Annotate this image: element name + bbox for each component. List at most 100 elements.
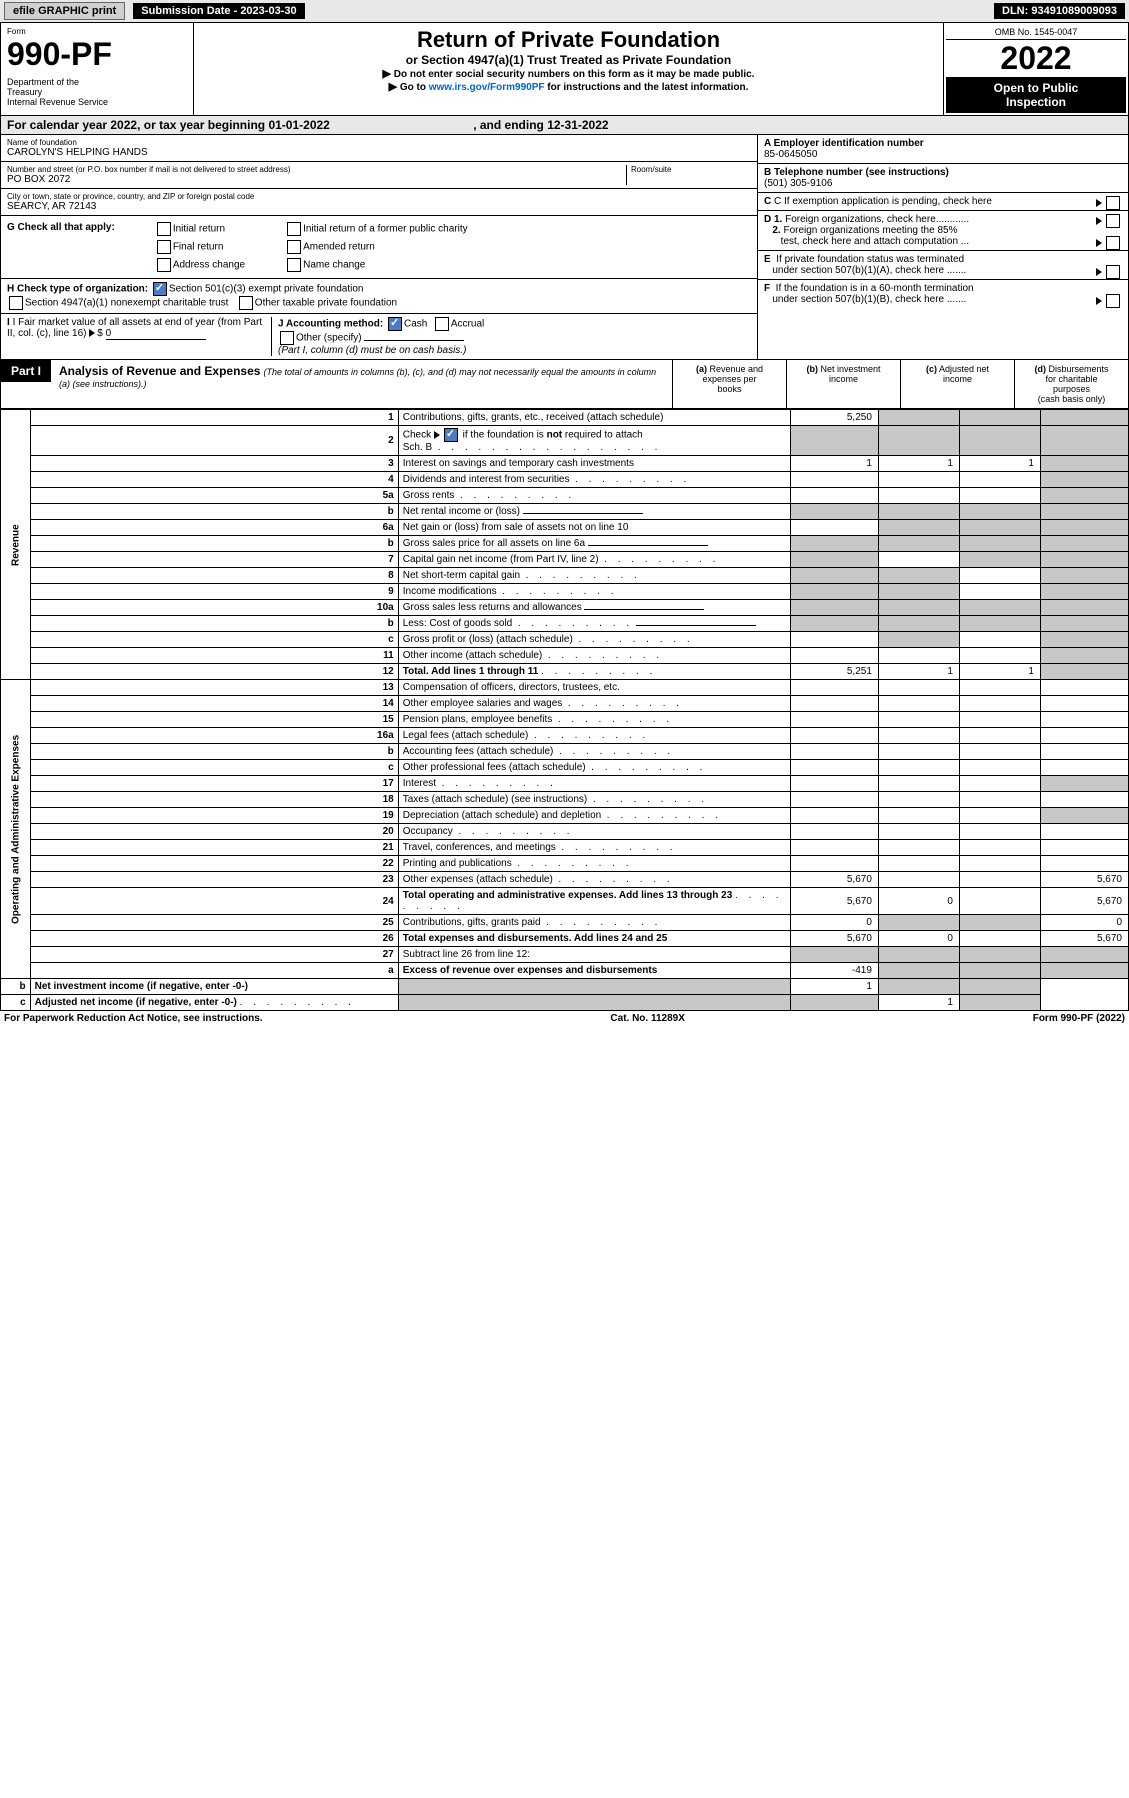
ein-label: A Employer identification number [764, 138, 924, 149]
line-number: 10a [30, 600, 398, 616]
checkbox-f[interactable] [1106, 294, 1120, 308]
line-desc: Income modifications . . . . . . . . . [398, 584, 790, 600]
amount-cell [959, 760, 1040, 776]
line-desc: Interest . . . . . . . . . [398, 776, 790, 792]
amount-cell [878, 696, 959, 712]
amount-cell [790, 600, 878, 616]
amount-cell [1040, 584, 1128, 600]
amount-cell: 1 [959, 456, 1040, 472]
table-row: 4Dividends and interest from securities … [1, 472, 1129, 488]
amount-cell [878, 616, 959, 632]
submission-date: Submission Date - 2023-03-30 [133, 3, 304, 19]
amount-cell [959, 410, 1040, 426]
amount-cell [878, 410, 959, 426]
amount-cell [959, 931, 1040, 947]
table-row: bLess: Cost of goods sold . . . . . . . … [1, 616, 1129, 632]
amount-cell [959, 792, 1040, 808]
amount-cell [790, 552, 878, 568]
checkbox-sch-b[interactable] [444, 428, 458, 442]
part1-tag: Part I [1, 360, 51, 382]
checkbox-accrual[interactable] [435, 317, 449, 331]
amount-cell: 1 [878, 995, 959, 1011]
amount-cell [878, 947, 959, 963]
checkbox-501c3[interactable] [153, 282, 167, 296]
address: PO BOX 2072 [7, 174, 626, 185]
amount-cell [959, 872, 1040, 888]
amount-cell [878, 728, 959, 744]
line-number: 19 [30, 808, 398, 824]
table-row: 24Total operating and administrative exp… [1, 888, 1129, 915]
checkbox-other-taxable[interactable] [239, 296, 253, 310]
line-number: b [30, 536, 398, 552]
checkbox-4947[interactable] [9, 296, 23, 310]
checkbox-other-method[interactable] [280, 331, 294, 345]
table-row: bAccounting fees (attach schedule) . . .… [1, 744, 1129, 760]
amount-cell: 5,670 [790, 888, 878, 915]
amount-cell [1040, 552, 1128, 568]
tax-year: 2022 [946, 40, 1126, 77]
amount-cell [1040, 536, 1128, 552]
amount-cell [878, 584, 959, 600]
amount-cell [959, 963, 1040, 979]
checkbox-initial-return[interactable] [157, 222, 171, 236]
amount-cell [959, 744, 1040, 760]
amount-cell [878, 552, 959, 568]
table-row: cGross profit or (loss) (attach schedule… [1, 632, 1129, 648]
line-number: 7 [30, 552, 398, 568]
line-desc: Other income (attach schedule) . . . . .… [398, 648, 790, 664]
form-subtitle: or Section 4947(a)(1) Trust Treated as P… [198, 53, 939, 67]
ein-value: 85-0645050 [764, 149, 817, 160]
amount-cell: 0 [1040, 915, 1128, 931]
checkbox-cash[interactable] [388, 317, 402, 331]
amount-cell: 0 [878, 888, 959, 915]
checkbox-name-change[interactable] [287, 258, 301, 272]
form-link[interactable]: www.irs.gov/Form990PF [429, 82, 545, 93]
checkbox-d2[interactable] [1106, 236, 1120, 250]
amount-cell: 5,670 [1040, 872, 1128, 888]
amount-cell [790, 808, 878, 824]
table-row: 8Net short-term capital gain . . . . . .… [1, 568, 1129, 584]
checkbox-address-change[interactable] [157, 258, 171, 272]
amount-cell [959, 616, 1040, 632]
line-number: b [30, 616, 398, 632]
amount-cell [878, 600, 959, 616]
amount-cell [1040, 410, 1128, 426]
amount-cell [1040, 776, 1128, 792]
city-state-zip: SEARCY, AR 72143 [7, 201, 751, 212]
line-number: c [30, 760, 398, 776]
line-desc: Net short-term capital gain . . . . . . … [398, 568, 790, 584]
line-desc: Gross sales less returns and allowances [398, 600, 790, 616]
line-desc: Other expenses (attach schedule) . . . .… [398, 872, 790, 888]
checkbox-e[interactable] [1106, 265, 1120, 279]
expenses-label: Operating and Administrative Expenses [1, 680, 31, 979]
amount-cell [398, 979, 790, 995]
instr-1: ▶ Do not enter social security numbers o… [198, 67, 939, 80]
amount-cell [959, 776, 1040, 792]
line-number: b [30, 744, 398, 760]
section-h: H Check type of organization: Section 50… [1, 279, 757, 314]
amount-cell [959, 856, 1040, 872]
checkbox-final-return[interactable] [157, 240, 171, 254]
footer-right: Form 990-PF (2022) [1033, 1013, 1125, 1024]
amount-cell [878, 760, 959, 776]
table-row: Operating and Administrative Expenses13C… [1, 680, 1129, 696]
amount-cell: 5,250 [790, 410, 878, 426]
table-row: 2Check if the foundation is not required… [1, 426, 1129, 456]
checkbox-c[interactable] [1106, 196, 1120, 210]
amount-cell [1040, 568, 1128, 584]
checkbox-initial-former[interactable] [287, 222, 301, 236]
table-row: 20Occupancy . . . . . . . . . [1, 824, 1129, 840]
table-row: 9Income modifications . . . . . . . . . [1, 584, 1129, 600]
amount-cell [878, 632, 959, 648]
section-g: G Check all that apply: Initial return F… [1, 216, 757, 279]
checkbox-d1[interactable] [1106, 214, 1120, 228]
table-row: aExcess of revenue over expenses and dis… [1, 963, 1129, 979]
amount-cell [790, 840, 878, 856]
line-number: 18 [30, 792, 398, 808]
line-desc: Printing and publications . . . . . . . … [398, 856, 790, 872]
line-number: 22 [30, 856, 398, 872]
amount-cell: 1 [790, 456, 878, 472]
checkbox-amended[interactable] [287, 240, 301, 254]
table-row: 11Other income (attach schedule) . . . .… [1, 648, 1129, 664]
line-desc: Other employee salaries and wages . . . … [398, 696, 790, 712]
